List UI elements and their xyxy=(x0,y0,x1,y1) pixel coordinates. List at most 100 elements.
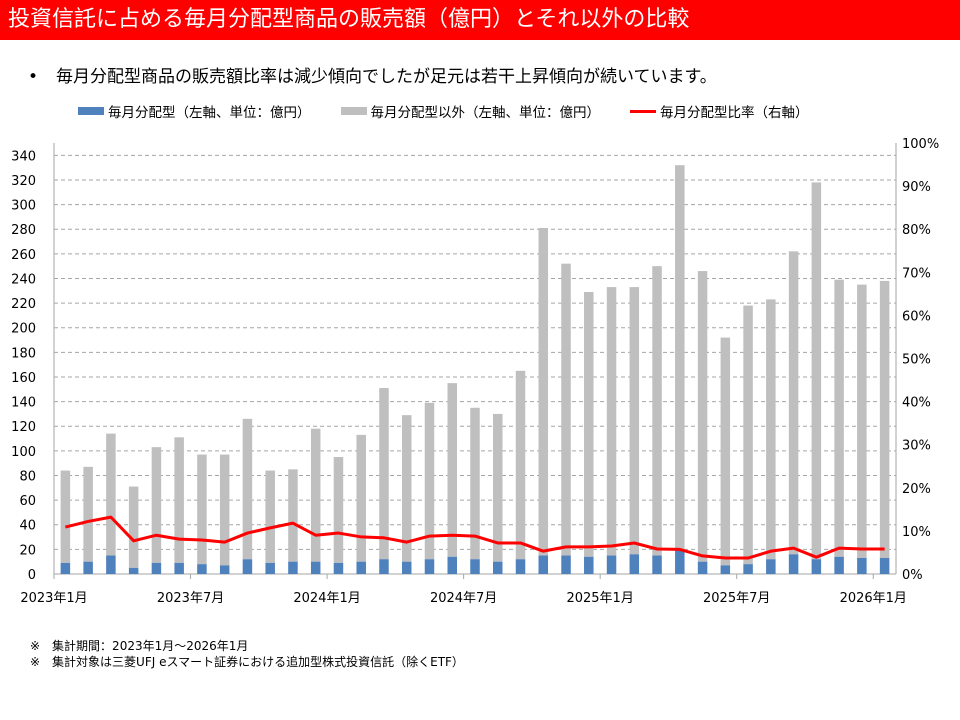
bar-monthly xyxy=(265,562,275,574)
bar-other xyxy=(424,402,435,560)
bar-monthly xyxy=(561,555,571,574)
bar-other xyxy=(675,165,685,551)
x-tick-label: 2025年7月 xyxy=(703,591,770,606)
bar-other xyxy=(743,305,753,565)
bar-monthly xyxy=(151,562,162,574)
bar-other xyxy=(447,383,457,557)
bar-other xyxy=(128,486,139,568)
bar-monthly xyxy=(83,561,93,574)
bar-monthly xyxy=(401,561,412,574)
bar-other xyxy=(106,433,116,556)
x-tick-label: 2023年1月 xyxy=(20,591,87,606)
y-left-tick-label: 140 xyxy=(11,396,36,411)
y-left-tick-label: 160 xyxy=(11,371,36,386)
footnotes: ※ 集計期間：2023年1月～2026年1月 ※ 集計対象は三菱UFJ eスマー… xyxy=(30,638,464,670)
bar-monthly xyxy=(470,559,480,574)
y-right-tick-label: 70% xyxy=(902,266,931,281)
ratio-line xyxy=(65,515,885,560)
y-right-tick-label: 10% xyxy=(902,525,931,540)
bar-monthly xyxy=(629,554,640,574)
bar-monthly xyxy=(242,559,253,574)
x-tick-label: 2025年1月 xyxy=(566,591,633,606)
y-right-tick-label: 50% xyxy=(902,353,931,368)
summary-text: • 毎月分配型商品の販売額比率は減少傾向でしたが足元は若干上昇傾向が続いています。 xyxy=(28,67,717,87)
bar-monthly xyxy=(128,567,139,574)
bar-other xyxy=(834,279,844,557)
bar-monthly xyxy=(493,561,503,574)
bar-other xyxy=(811,182,822,560)
bar-other xyxy=(538,227,549,556)
bar-monthly xyxy=(538,555,549,574)
bar-other xyxy=(493,413,503,562)
bar-other xyxy=(606,287,617,556)
bar-monthly xyxy=(288,561,298,574)
bar-monthly xyxy=(310,561,321,574)
y-left-tick-label: 240 xyxy=(11,272,36,287)
bar-monthly xyxy=(606,555,617,574)
y-left-tick-label: 80 xyxy=(19,469,36,484)
summary-label: 毎月分配型商品の販売額比率は減少傾向でしたが足元は若干上昇傾向が続いています。 xyxy=(56,67,717,87)
bar-monthly xyxy=(743,564,753,574)
y-left-tick-label: 60 xyxy=(19,494,36,509)
bar-monthly xyxy=(652,555,662,574)
y-left-tick-label: 320 xyxy=(11,174,36,189)
bar-other xyxy=(197,454,207,565)
bar-other xyxy=(720,337,731,566)
y-left-tick-label: 300 xyxy=(11,199,36,214)
y-left-tick-label: 0 xyxy=(28,568,36,583)
y-right-tick-label: 80% xyxy=(902,223,931,238)
y-left-tick-label: 220 xyxy=(11,297,36,312)
bar-other xyxy=(151,447,162,563)
bar-other xyxy=(288,469,298,562)
bar-monthly xyxy=(857,557,867,574)
legend-other: 毎月分配型以外（左軸、単位：億円） xyxy=(340,101,601,121)
y-left-tick-label: 40 xyxy=(19,519,36,534)
bar-other xyxy=(470,407,480,560)
bar-other xyxy=(310,428,321,562)
bar-monthly xyxy=(379,559,389,574)
bar-monthly xyxy=(515,559,526,574)
legend-ratio: 毎月分配型比率（右軸） xyxy=(630,101,809,121)
bar-monthly xyxy=(424,559,435,574)
bar-monthly xyxy=(720,565,731,574)
legend-monthly: 毎月分配型（左軸、単位：億円） xyxy=(78,101,311,121)
y-right-tick-label: 60% xyxy=(902,309,931,324)
bar-monthly xyxy=(106,555,116,574)
bar-other xyxy=(561,263,571,556)
y-left-tick-label: 200 xyxy=(11,322,36,337)
legend-label: 毎月分配型（左軸、単位：億円） xyxy=(108,105,311,121)
x-tick-label: 2024年1月 xyxy=(293,591,360,606)
bar-monthly xyxy=(356,561,366,574)
bar-other xyxy=(356,434,366,562)
y-left-tick-label: 260 xyxy=(11,248,36,263)
bar-monthly xyxy=(60,562,71,574)
bar-other xyxy=(60,470,71,563)
bar-other xyxy=(652,266,662,556)
bar-other xyxy=(788,251,799,555)
y-right-tick-label: 40% xyxy=(902,396,931,411)
y-left-tick-label: 20 xyxy=(19,543,36,558)
footnote: ※ 集計対象は三菱UFJ eスマート証券における追加型株式投資信託（除くETF） xyxy=(30,655,464,669)
bar-monthly xyxy=(584,556,594,574)
y-left-tick-label: 100 xyxy=(11,445,36,460)
bar-other xyxy=(584,292,594,557)
bar-other xyxy=(379,388,389,560)
y-right-tick-label: 100% xyxy=(902,137,939,152)
footnote: ※ 集計期間：2023年1月～2026年1月 xyxy=(30,639,249,653)
y-left-tick-label: 340 xyxy=(11,149,36,164)
legend-label: 毎月分配型以外（左軸、単位：億円） xyxy=(370,105,601,121)
y-right-tick-label: 20% xyxy=(902,482,931,497)
y-left-tick-label: 180 xyxy=(11,346,36,361)
bar-other xyxy=(242,418,253,560)
bar-other xyxy=(174,437,184,563)
bar-monthly xyxy=(447,556,457,574)
bar-monthly xyxy=(834,556,844,574)
y-right-tick-label: 0% xyxy=(902,568,923,583)
bar-other xyxy=(401,415,412,562)
bar-monthly xyxy=(697,561,708,574)
bar-monthly xyxy=(788,554,799,574)
legend-label: 毎月分配型比率（右軸） xyxy=(660,105,809,121)
bar-monthly xyxy=(675,550,685,574)
bar-monthly xyxy=(879,557,890,574)
bar-monthly xyxy=(197,564,207,574)
